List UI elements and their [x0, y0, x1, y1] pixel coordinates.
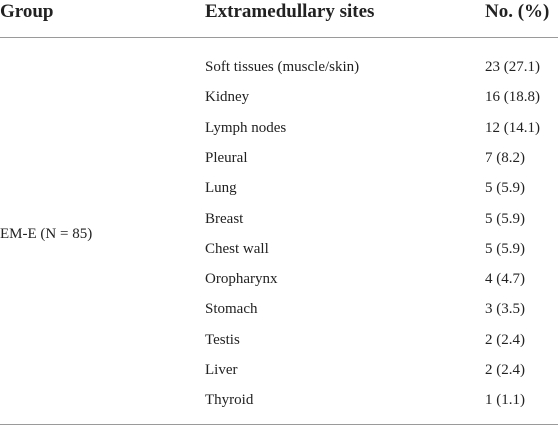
- count-cell: 7 (8.2): [485, 149, 525, 166]
- header-group: Group: [0, 1, 54, 22]
- count-cell: 4 (4.7): [485, 271, 525, 288]
- site-cell: Lung: [205, 180, 237, 197]
- count-cell: 2 (2.4): [485, 362, 525, 378]
- site-cell: Pleural: [205, 149, 248, 166]
- site-cell: Liver: [205, 362, 238, 378]
- site-cell: Stomach: [205, 301, 258, 318]
- site-cell: Testis: [205, 331, 240, 348]
- site-cell: Chest wall: [205, 240, 269, 257]
- count-cell: 5 (5.9): [485, 180, 525, 197]
- header-rule: [0, 37, 558, 38]
- site-cell: Kidney: [205, 89, 250, 106]
- count-cell: 3 (3.5): [485, 301, 525, 318]
- site-cell: Breast: [205, 210, 244, 227]
- site-cell: Lymph nodes: [205, 119, 287, 136]
- header-count: No. (%): [485, 1, 550, 22]
- bottom-rule: [0, 424, 558, 425]
- group-cell: EM-E (N = 85): [0, 225, 93, 242]
- count-cell: 2 (2.4): [485, 331, 525, 348]
- site-cell: Soft tissues (muscle/skin): [205, 59, 360, 75]
- count-cell: 5 (5.9): [485, 240, 525, 257]
- count-cell: 1 (1.1): [485, 392, 525, 409]
- count-cell: 12 (14.1): [485, 119, 540, 136]
- count-cell: 23 (27.1): [485, 59, 540, 75]
- count-cell: 16 (18.8): [485, 89, 540, 106]
- site-cell: Thyroid: [205, 392, 254, 409]
- count-cell: 5 (5.9): [485, 210, 525, 227]
- header-sites: Extramedullary sites: [205, 1, 375, 22]
- site-cell: Oropharynx: [205, 271, 278, 288]
